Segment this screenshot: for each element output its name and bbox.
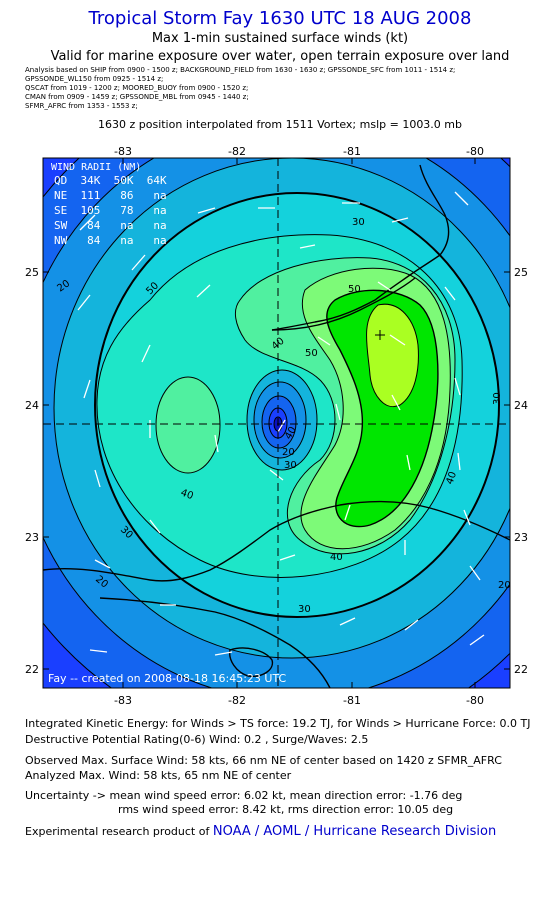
lon-tick-bottom: -82 [228,694,246,707]
wind-field-map: -83 -82 -81 -80 25 24 23 22 25 24 23 22 … [0,130,560,710]
contour-label: 20 [498,580,511,591]
lon-tick-bottom: -80 [466,694,484,707]
lat-tick-right: 23 [514,531,528,544]
lon-tick-top: -81 [343,145,361,158]
source-line: SFMR_AFRC from 1353 - 1553 z; [25,102,455,111]
lat-tick-left: 25 [25,266,39,279]
credit-prefix: Experimental research product of [25,825,209,838]
contour-label: 30 [284,460,297,471]
lon-tick-bottom: -83 [114,694,132,707]
lat-tick-right: 24 [514,399,528,412]
wind-radii-row: NE 111 86 na [54,189,167,202]
lat-tick-right: 22 [514,663,528,676]
observed-max-wind: Observed Max. Surface Wind: 58 kts, 66 n… [25,754,502,767]
wind-radii-row: SE 105 78 na [54,204,167,217]
exposure-note: Valid for marine exposure over water, op… [0,49,560,64]
lon-tick-top: -82 [228,145,246,158]
contour-label: 40 [330,552,343,563]
lon-tick-top: -80 [466,145,484,158]
map-footer-text: Fay -- created on 2008-08-18 16:45:23 UT… [48,672,287,685]
credit-line: Experimental research product of NOAA / … [25,824,496,839]
lat-tick-left: 22 [25,663,39,676]
data-sources: Analysis based on SHIP from 0900 - 1500 … [25,66,455,111]
lon-tick-bottom: -81 [343,694,361,707]
ike-summary: Integrated Kinetic Energy: for Winds > T… [25,717,531,730]
map-subtitle: Max 1-min sustained surface winds (kt) [0,31,560,46]
source-line: QSCAT from 1019 - 1200 z; MOORED_BUOY fr… [25,84,455,93]
map-field: 20 20 30 30 30 30 30 40 40 40 40 40 50 5… [0,130,560,710]
map-title: Tropical Storm Fay 1630 UTC 18 AUG 2008 [0,8,560,29]
wind-band-west-max [156,377,220,473]
lat-tick-right: 25 [514,266,528,279]
uncertainty-rms: rms wind speed error: 8.42 kt, rms direc… [118,803,453,816]
lon-tick-top: -83 [114,145,132,158]
source-line: Analysis based on SHIP from 0900 - 1500 … [25,66,455,75]
contour-label: 30 [298,604,311,615]
source-line: CMAN from 0909 - 1459 z; GPSSONDE_MBL fr… [25,93,455,102]
wind-radii-row: NW 84 na na [54,234,167,247]
analyzed-max-wind: Analyzed Max. Wind: 58 kts, 65 nm NE of … [25,769,291,782]
lat-tick-left: 24 [25,399,39,412]
wind-radii-header: QD 34K 50K 64K [54,174,167,187]
wind-radii-row: SW 84 na na [54,219,167,232]
contour-label: 50 [348,284,361,295]
lat-tick-left: 23 [25,531,39,544]
contour-label: 20 [282,447,295,458]
wind-radii-title: WIND RADII (NM) [51,162,141,173]
wind-radii-table: WIND RADII (NM) QD 34K 50K 64K NE 111 86… [51,162,167,247]
source-line: GPSSONDE_WL150 from 0925 - 1514 z; [25,75,455,84]
contour-label: 30 [492,392,503,405]
hrd-link[interactable]: NOAA / AOML / Hurricane Research Divisio… [213,824,496,839]
contour-label: 30 [352,217,365,228]
uncertainty-mean: Uncertainty -> mean wind speed error: 6.… [25,789,462,802]
destructive-potential: Destructive Potential Rating(0-6) Wind: … [25,733,368,746]
contour-label: 50 [305,348,318,359]
